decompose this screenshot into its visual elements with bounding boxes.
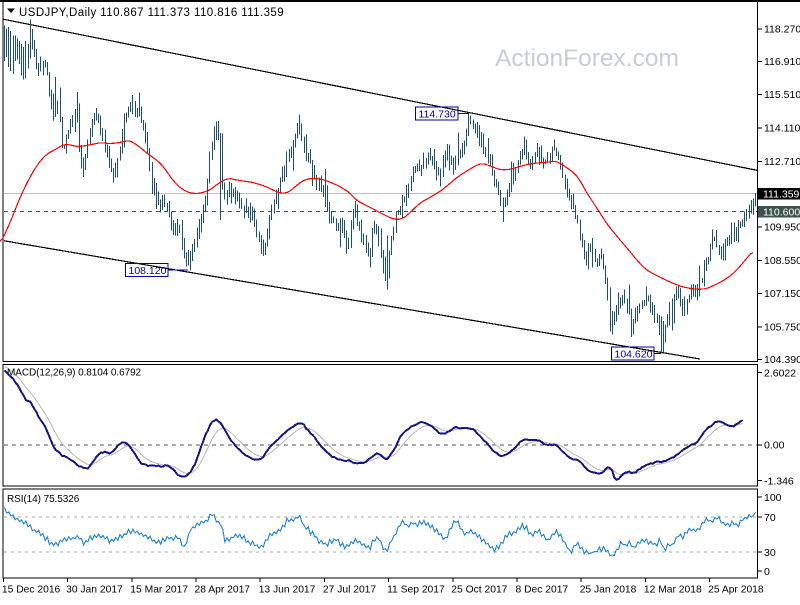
svg-text:MACD(12,26,9) 0.8104 0.6792: MACD(12,26,9) 0.8104 0.6792 — [7, 368, 142, 379]
svg-text:118.270: 118.270 — [764, 24, 800, 36]
svg-text:27 Jul 2017: 27 Jul 2017 — [323, 585, 377, 596]
svg-text:28 Apr 2017: 28 Apr 2017 — [195, 585, 251, 596]
svg-text:107.150: 107.150 — [764, 288, 800, 300]
svg-text:104.620: 104.620 — [615, 349, 653, 361]
svg-text:114.110: 114.110 — [764, 123, 800, 135]
svg-text:-1.346: -1.346 — [764, 475, 794, 487]
svg-text:30: 30 — [764, 547, 776, 559]
svg-text:25 Apr 2018: 25 Apr 2018 — [708, 585, 764, 596]
svg-text:ActionForex.com: ActionForex.com — [495, 45, 679, 72]
svg-text:116.910: 116.910 — [764, 56, 800, 68]
svg-text:30 Jan 2017: 30 Jan 2017 — [66, 585, 123, 596]
svg-text:RSI(14) 75.5326: RSI(14) 75.5326 — [7, 494, 80, 505]
svg-text:105.750: 105.750 — [764, 322, 800, 334]
svg-text:0: 0 — [764, 566, 770, 578]
svg-text:70: 70 — [764, 512, 776, 524]
svg-text:USDJPY,Daily 110.867 111.373: USDJPY,Daily 110.867 111.373 110.816 111… — [19, 7, 284, 19]
svg-text:100: 100 — [764, 492, 782, 504]
svg-text:108.120: 108.120 — [129, 265, 167, 277]
svg-text:108.550: 108.550 — [764, 255, 800, 267]
svg-text:112.710: 112.710 — [764, 156, 800, 168]
svg-text:25 Oct 2017: 25 Oct 2017 — [451, 585, 507, 596]
svg-text:11 Sep 2017: 11 Sep 2017 — [387, 585, 445, 596]
svg-text:25 Jan 2018: 25 Jan 2018 — [580, 585, 637, 596]
svg-text:115.510: 115.510 — [764, 89, 800, 101]
svg-text:2.6022: 2.6022 — [764, 367, 796, 379]
svg-text:104.390: 104.390 — [764, 354, 800, 366]
svg-text:15 Mar 2017: 15 Mar 2017 — [130, 585, 188, 596]
svg-text:15 Dec 2016: 15 Dec 2016 — [2, 585, 61, 596]
svg-text:110.600: 110.600 — [763, 206, 800, 218]
svg-text:109.950: 109.950 — [764, 222, 800, 234]
svg-text:8 Dec 2017: 8 Dec 2017 — [516, 585, 569, 596]
svg-text:13 Jun 2017: 13 Jun 2017 — [259, 585, 316, 596]
svg-text:12 Mar 2018: 12 Mar 2018 — [644, 585, 702, 596]
svg-text:111.359: 111.359 — [763, 188, 800, 200]
svg-text:0.00: 0.00 — [764, 440, 785, 452]
svg-text:114.730: 114.730 — [419, 109, 456, 121]
